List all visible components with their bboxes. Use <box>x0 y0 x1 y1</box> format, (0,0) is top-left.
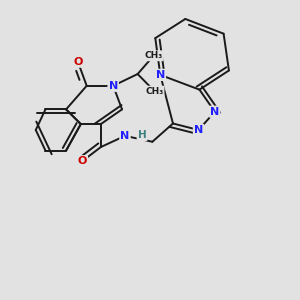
Text: O: O <box>78 156 87 166</box>
Text: H: H <box>138 130 146 140</box>
Text: CH₃: CH₃ <box>144 51 163 60</box>
Text: CH₃: CH₃ <box>145 87 164 96</box>
Text: N: N <box>156 70 165 80</box>
Text: N: N <box>210 107 219 117</box>
Text: N: N <box>109 81 118 91</box>
Text: O: O <box>73 57 83 67</box>
Text: N: N <box>120 131 130 141</box>
Text: N: N <box>194 125 203 135</box>
